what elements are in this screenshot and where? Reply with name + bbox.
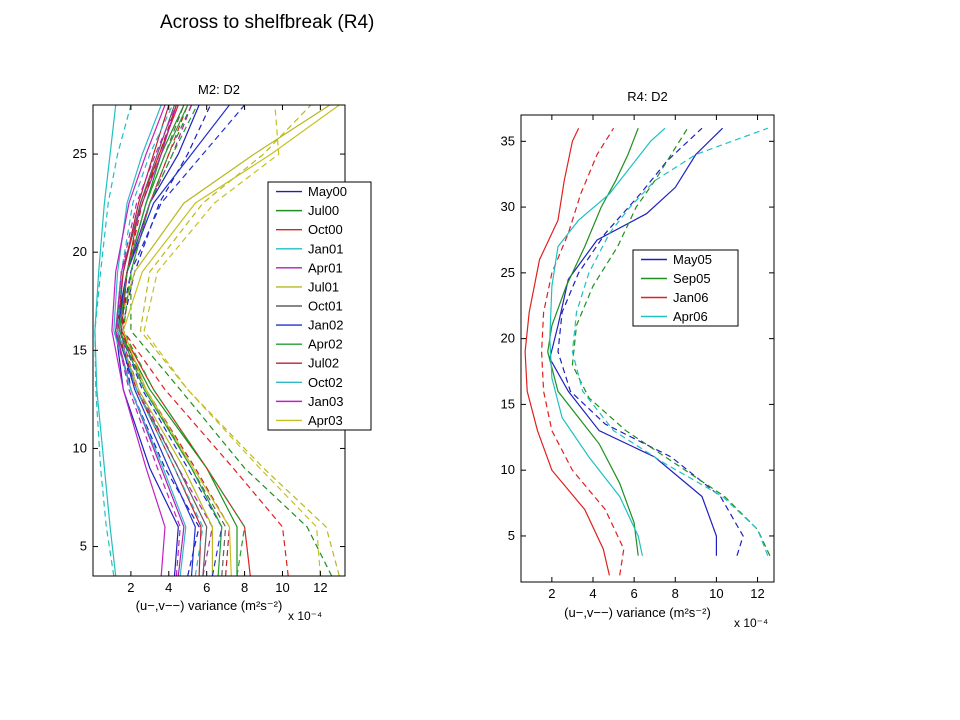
legend-label-oct02: Oct02 <box>308 375 343 390</box>
y-tick-label: 20 <box>73 244 87 259</box>
legend: May00 Jul00 Oct00 Jan01 Apr01 Jul01 Oct01 Jan02… <box>267 181 372 431</box>
x-tick-label: 4 <box>165 580 172 595</box>
legend-label-apr02: Apr02 <box>308 337 343 352</box>
legend-label-apr03: Apr03 <box>308 413 343 428</box>
legend-label-jul01: Jul01 <box>308 279 339 294</box>
series-line-apr06-u <box>549 127 666 556</box>
plot-lines <box>524 127 771 576</box>
series-line-oct02-v <box>116 105 204 576</box>
x-tick-label: 8 <box>672 586 679 601</box>
x-tick-label: 6 <box>631 586 638 601</box>
legend-label-jan06: Jan06 <box>673 290 708 305</box>
x-tick-label: 2 <box>548 586 555 601</box>
x-axis-multiplier: x 10⁻⁴ <box>734 616 768 630</box>
series-line-apr03-u <box>122 105 340 576</box>
y-tick-label: 5 <box>80 539 87 554</box>
legend-label-oct00: Oct00 <box>308 222 343 237</box>
plot-lines <box>94 105 340 576</box>
y-tick-label: 10 <box>501 462 515 477</box>
y-tick-label: 15 <box>501 396 515 411</box>
series-line-sep05-u <box>547 127 639 556</box>
chart-title: M2: D2 <box>198 82 240 97</box>
series-line-jan01-u <box>94 105 117 576</box>
y-tick-label: 15 <box>73 342 87 357</box>
plot-frame <box>520 114 775 583</box>
series-line-jan03-v <box>115 105 181 576</box>
page-title: Across to shelfbreak (R4) <box>160 12 375 33</box>
legend-label-may00: May00 <box>308 184 347 199</box>
series-line-apr02-u <box>118 105 223 576</box>
x-axis-multiplier: x 10⁻⁴ <box>288 609 322 623</box>
series-line-jul01-v <box>139 105 340 576</box>
series-line-oct01-u <box>115 105 208 576</box>
series-line-jan06-u <box>524 127 610 576</box>
legend-label-apr06: Apr06 <box>673 309 708 324</box>
series-line-may05-v <box>557 127 744 556</box>
series-line-jan06-v <box>540 127 625 576</box>
series-line-apr03-v <box>143 105 321 576</box>
chart-r4-d2: R4: D2 2 4 6 8 10 12 5 10 15 20 25 30 35 (u−,v−−) vari… <box>501 89 775 630</box>
legend-label-may05: May05 <box>673 252 712 267</box>
y-tick-label: 5 <box>508 528 515 543</box>
legend-label-apr01: Apr01 <box>308 260 343 275</box>
legend-label-jul00: Jul00 <box>308 203 339 218</box>
y-tick-label: 35 <box>501 133 515 148</box>
chart-title: R4: D2 <box>627 89 667 104</box>
legend-box <box>632 249 739 327</box>
series-line-apr06-v <box>571 127 769 556</box>
y-tick-label: 30 <box>501 199 515 214</box>
legend: May05 Sep05 Jan06 Apr06 <box>632 249 739 327</box>
x-tick-label: 4 <box>589 586 596 601</box>
y-tick-label: 20 <box>501 331 515 346</box>
series-line-oct02-u <box>113 105 187 576</box>
x-tick-label: 10 <box>275 580 289 595</box>
legend-label-jul02: Jul02 <box>308 356 339 371</box>
x-tick-label: 12 <box>313 580 327 595</box>
series-line-jul00-u <box>118 105 238 576</box>
y-tick-label: 25 <box>501 265 515 280</box>
series-line-jan03-u <box>111 105 166 576</box>
series-line-jul00-v <box>130 105 333 576</box>
x-axis-label: (u−,v−−) variance (m²s⁻²) <box>136 598 283 613</box>
legend-label-sep05: Sep05 <box>673 271 711 286</box>
y-tick-label: 25 <box>73 146 87 161</box>
series-line-may05-u <box>549 127 724 556</box>
legend-label-oct01: Oct01 <box>308 299 343 314</box>
x-tick-label: 2 <box>127 580 134 595</box>
series-line-apr01-v <box>118 105 214 576</box>
x-tick-label: 10 <box>709 586 723 601</box>
series-line-oct00-v <box>122 105 289 576</box>
x-tick-label: 8 <box>241 580 248 595</box>
series-line-sep05-v <box>571 127 771 556</box>
y-tick-label: 10 <box>73 440 87 455</box>
legend-label-jan02: Jan02 <box>308 318 343 333</box>
legend-label-jan01: Jan01 <box>308 241 343 256</box>
chart-m2-d2: M2: D2 2 4 6 8 10 12 5 10 15 20 25 (u−,v−−) variance… <box>73 82 372 623</box>
legend-label-jan03: Jan03 <box>308 394 343 409</box>
x-tick-label: 6 <box>203 580 210 595</box>
x-axis-label: (u−,v−−) variance (m²s⁻²) <box>564 605 711 620</box>
x-tick-label: 12 <box>750 586 764 601</box>
